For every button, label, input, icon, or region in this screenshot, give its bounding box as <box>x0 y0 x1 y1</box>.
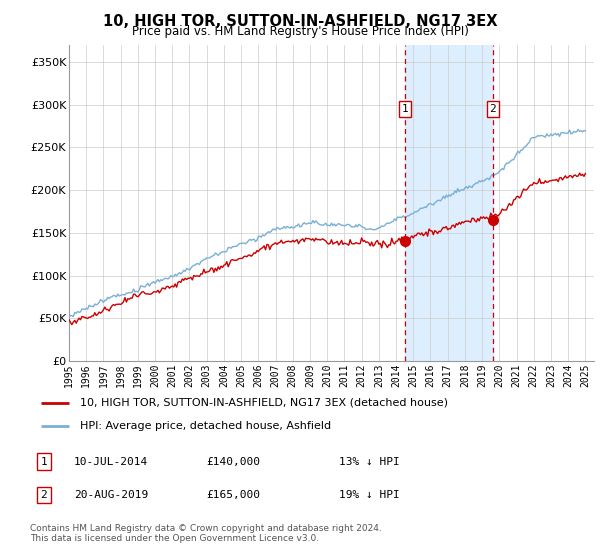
Text: 20-AUG-2019: 20-AUG-2019 <box>74 490 148 500</box>
Text: 10, HIGH TOR, SUTTON-IN-ASHFIELD, NG17 3EX: 10, HIGH TOR, SUTTON-IN-ASHFIELD, NG17 3… <box>103 14 497 29</box>
Text: 10, HIGH TOR, SUTTON-IN-ASHFIELD, NG17 3EX (detached house): 10, HIGH TOR, SUTTON-IN-ASHFIELD, NG17 3… <box>80 398 448 408</box>
Text: Price paid vs. HM Land Registry's House Price Index (HPI): Price paid vs. HM Land Registry's House … <box>131 25 469 38</box>
Bar <box>405 45 493 361</box>
Text: 1: 1 <box>401 104 409 114</box>
Text: 10-JUL-2014: 10-JUL-2014 <box>74 457 148 467</box>
Text: £140,000: £140,000 <box>206 457 260 467</box>
Text: HPI: Average price, detached house, Ashfield: HPI: Average price, detached house, Ashf… <box>80 421 331 431</box>
Text: Contains HM Land Registry data © Crown copyright and database right 2024.
This d: Contains HM Land Registry data © Crown c… <box>30 524 382 543</box>
Text: 2: 2 <box>490 104 496 114</box>
Text: 1: 1 <box>40 457 47 467</box>
Text: £165,000: £165,000 <box>206 490 260 500</box>
Text: 19% ↓ HPI: 19% ↓ HPI <box>339 490 400 500</box>
Text: 13% ↓ HPI: 13% ↓ HPI <box>339 457 400 467</box>
Text: 2: 2 <box>40 490 47 500</box>
